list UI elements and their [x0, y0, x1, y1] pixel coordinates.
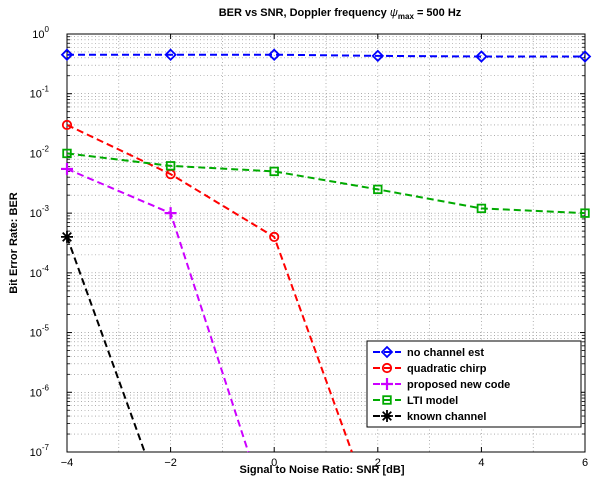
x-tick-label: −2 — [164, 457, 177, 469]
y-tick-label: 10-2 — [30, 144, 50, 160]
legend-label: quadratic chirp — [407, 363, 487, 375]
y-axis-label: Bit Error Rate: BER — [8, 192, 20, 294]
legend-label: proposed new code — [407, 379, 510, 391]
y-axis-ticks: 100 10-1 10-2 10-3 10-4 10-5 10-6 10-7 — [30, 25, 585, 459]
data-point — [475, 50, 488, 63]
data-point — [371, 49, 385, 63]
data-point — [164, 207, 177, 220]
grid — [67, 34, 585, 452]
data-point — [269, 166, 279, 177]
data-point — [580, 208, 590, 218]
series-markers — [60, 48, 592, 243]
x-axis-label: Signal to Noise Ratio: SNR [dB] — [240, 464, 405, 476]
x-tick-label: 4 — [478, 457, 484, 469]
legend-label: no channel est — [407, 347, 484, 359]
y-tick-label: 10-5 — [30, 324, 50, 340]
data-point — [373, 184, 383, 195]
x-axis-ticks: −4 −2 0 2 4 6 — [61, 34, 588, 469]
legend-box — [366, 340, 582, 428]
data-point — [61, 119, 73, 131]
data-point — [61, 162, 73, 175]
y-tick-label: 10-6 — [30, 383, 50, 399]
legend-swatch-marker — [381, 362, 393, 374]
data-point — [267, 48, 281, 61]
x-tick-label: −4 — [61, 457, 74, 469]
legend: no channel est quadratic chirp proposed ne… — [366, 340, 582, 428]
y-tick-label: 100 — [32, 25, 49, 41]
legend-label: LTI model — [407, 395, 458, 407]
x-tick-label: 2 — [375, 457, 381, 469]
data-point — [269, 231, 280, 243]
legend-swatch-marker — [382, 395, 392, 405]
legend-swatch-marker — [380, 345, 394, 359]
chart-title: BER vs SNR, Doppler frequency ψmax = 500… — [219, 7, 462, 21]
x-tick-label: 6 — [582, 457, 588, 469]
legend-swatch-marker — [381, 410, 393, 422]
y-tick-label: 10-7 — [30, 443, 50, 459]
x-tick-label: 0 — [271, 457, 277, 469]
series-line-asterisk — [66, 236, 146, 453]
y-tick-label: 10-3 — [30, 204, 50, 220]
data-point — [165, 161, 176, 171]
data-point — [164, 48, 177, 61]
y-tick-label: 10-1 — [30, 85, 50, 101]
y-tick-label: 10-4 — [30, 264, 50, 280]
data-point — [61, 230, 73, 243]
plot-frame — [66, 33, 586, 453]
series-line-square — [66, 152, 586, 215]
legend-swatch-marker — [381, 378, 393, 390]
data-point — [62, 148, 72, 159]
data-point — [60, 48, 74, 61]
series-line-diamond — [67, 53, 585, 58]
data-point — [578, 50, 592, 63]
axes-frame — [66, 33, 586, 453]
data-point — [476, 203, 487, 214]
series-line-circle — [66, 124, 353, 453]
legend-label: known channel — [407, 411, 486, 423]
